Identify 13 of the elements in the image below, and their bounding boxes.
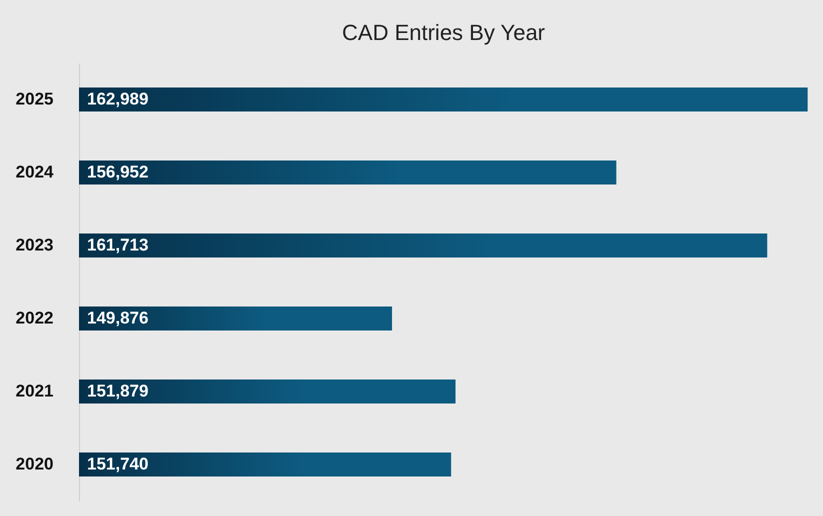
data-label: 161,713 (87, 236, 148, 254)
y-tick-label: 2020 (16, 454, 54, 474)
y-tick-label: 2021 (16, 382, 54, 400)
y-tick-label: 2024 (16, 162, 54, 182)
data-label: 151,740 (87, 454, 148, 474)
chart-title: CAD Entries By Year (342, 20, 545, 45)
y-tick-label: 2025 (16, 90, 54, 108)
y-tick-label: 2022 (16, 308, 54, 328)
data-label: 156,952 (87, 162, 148, 182)
y-tick-label: 2023 (16, 236, 54, 254)
data-label: 162,989 (87, 90, 148, 108)
data-label: 149,876 (87, 308, 148, 328)
data-label: 151,879 (87, 382, 148, 400)
